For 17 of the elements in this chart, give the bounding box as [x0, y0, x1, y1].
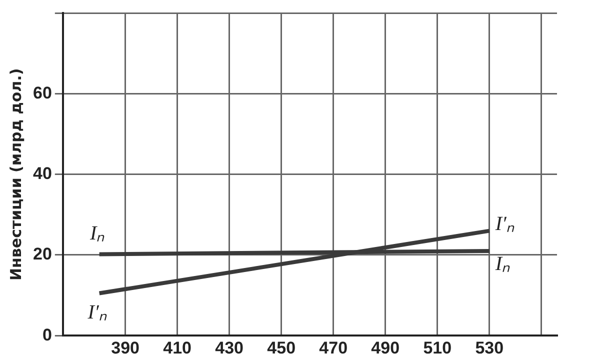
x-tick-label: 530	[475, 338, 504, 358]
series-label: I′ₙ	[494, 213, 514, 236]
y-tick-label: 20	[32, 244, 52, 264]
y-axis-title: Инвестиции (млрд дол.)	[6, 68, 25, 280]
x-tick-label: 450	[267, 338, 296, 358]
y-tick-label: 60	[32, 83, 52, 102]
x-tick-label: 490	[371, 338, 400, 358]
series-label: Iₙ	[494, 253, 510, 276]
x-tick-label: 510	[423, 338, 452, 358]
y-tick-label: 0	[42, 325, 52, 344]
x-tick-label: 430	[215, 338, 244, 358]
text: Iₙ	[90, 222, 105, 244]
y-tick-label: 40	[32, 164, 52, 184]
text: I′ₙ	[88, 302, 107, 324]
x-tick-label: 470	[319, 338, 348, 358]
x-tick-label: 390	[111, 338, 140, 358]
x-tick-label: 410	[163, 338, 192, 358]
